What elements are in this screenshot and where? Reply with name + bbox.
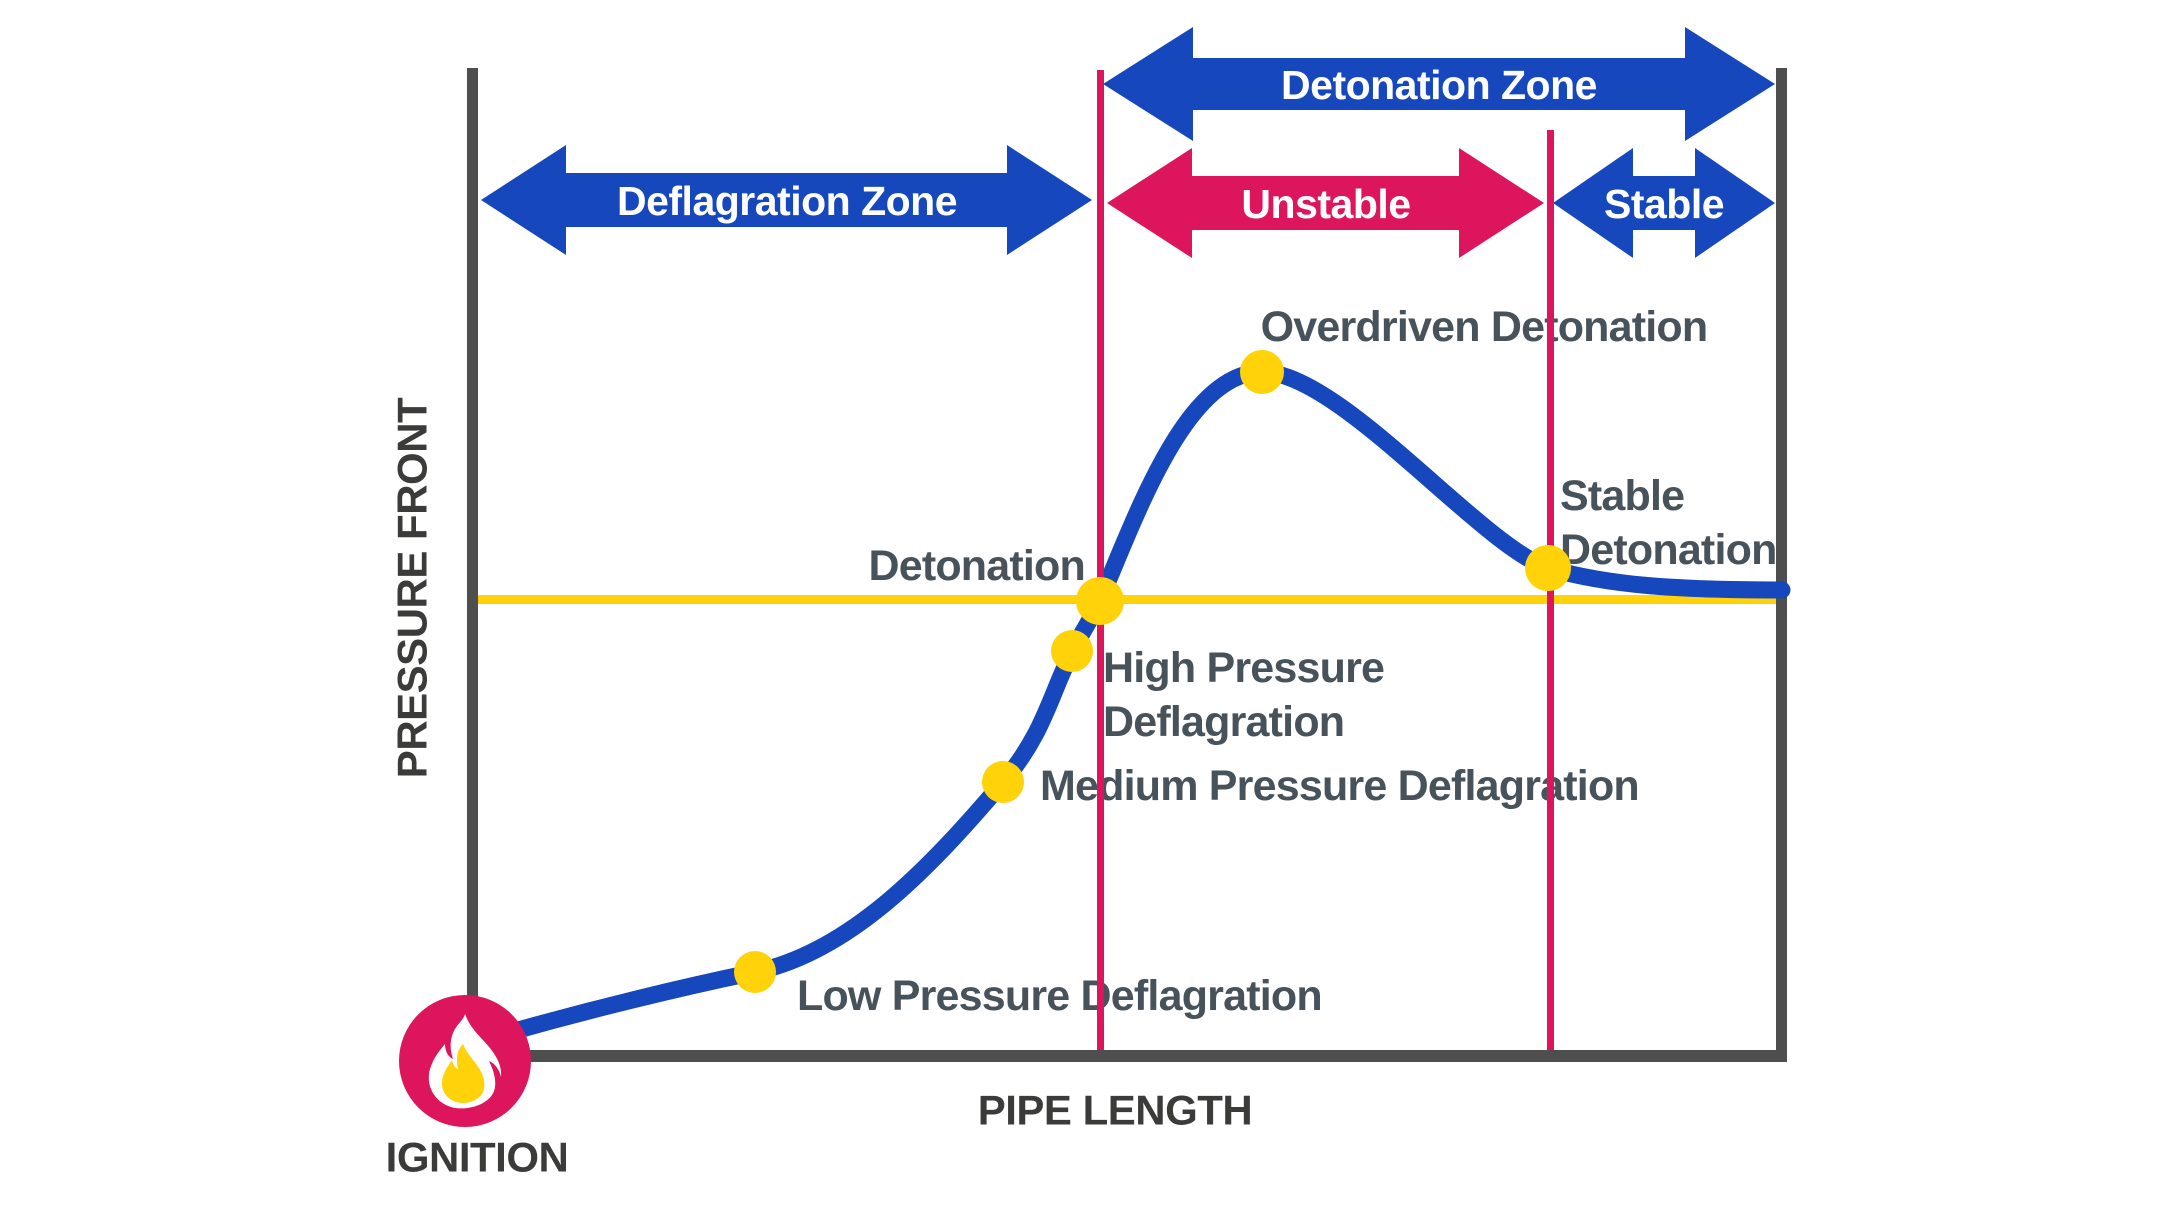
x-axis-label: PIPE LENGTH — [978, 1087, 1253, 1134]
flame-inner-icon — [441, 1044, 485, 1103]
high-pressure-deflagration-label-line1: High Pressure — [1103, 644, 1384, 692]
deflagration-zone-arrow — [481, 145, 1092, 255]
x-axis — [467, 1050, 1787, 1062]
point-stable-detonation — [1525, 545, 1571, 591]
high-pressure-deflagration-label-line2: Deflagration — [1103, 698, 1344, 746]
unstable-zone-arrow — [1107, 148, 1544, 258]
detonation-zone-arrow — [1103, 27, 1775, 141]
ignition-marker — [399, 995, 531, 1127]
detonation-threshold-line — [478, 595, 1776, 604]
detonation-zone-label: Detonation Zone — [1281, 62, 1597, 108]
point-detonation — [1076, 577, 1124, 625]
point-high-pressure-deflagration — [1051, 630, 1093, 672]
stable-detonation-label-line1: Stable — [1560, 472, 1684, 520]
detonation-point-label: Detonation — [868, 542, 1085, 590]
right-border — [1776, 68, 1787, 1062]
stable-zone-label: Stable — [1604, 181, 1724, 227]
low-pressure-deflagration-label: Low Pressure Deflagration — [797, 972, 1322, 1020]
point-low-pressure-deflagration — [734, 951, 776, 993]
y-axis-label: PRESSURE FRONT — [389, 397, 436, 778]
ignition-label: IGNITION — [386, 1134, 569, 1181]
zone-divider-line-1 — [1097, 70, 1104, 1050]
point-overdriven-detonation — [1240, 350, 1284, 394]
stable-detonation-label-line2: Detonation — [1560, 526, 1777, 574]
stable-zone-arrow — [1553, 148, 1775, 258]
point-medium-pressure-deflagration — [982, 761, 1024, 803]
unstable-zone-label: Unstable — [1241, 181, 1410, 227]
y-axis — [467, 68, 478, 1062]
medium-pressure-deflagration-label: Medium Pressure Deflagration — [1040, 762, 1639, 810]
deflagration-zone-label: Deflagration Zone — [617, 178, 957, 224]
overdriven-detonation-label: Overdriven Detonation — [1261, 303, 1708, 351]
